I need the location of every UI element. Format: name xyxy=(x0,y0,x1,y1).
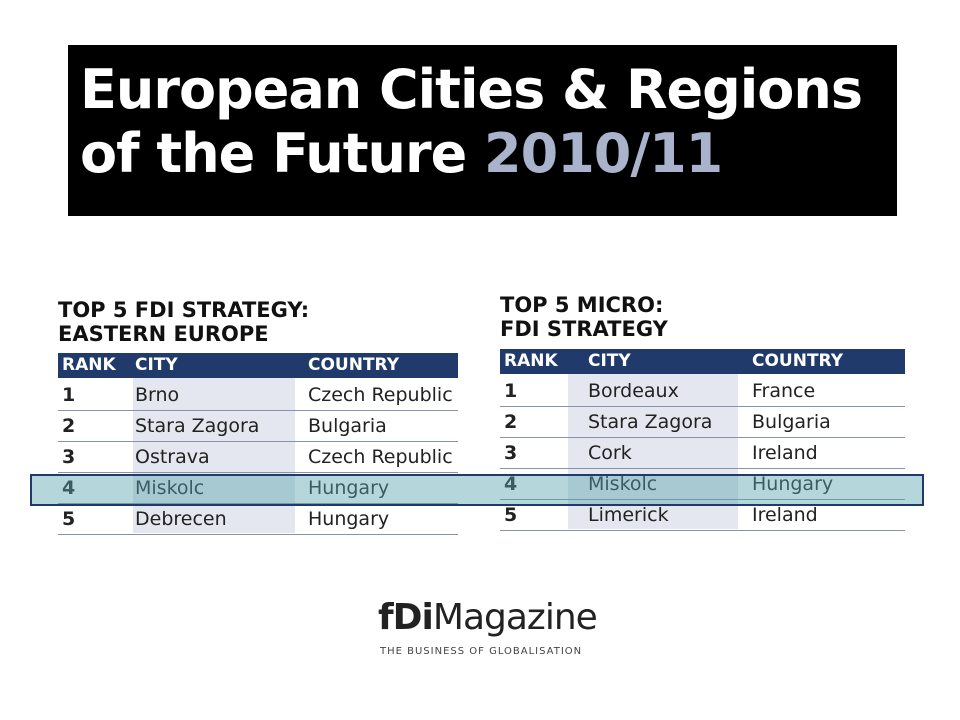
title-banner: European Cities & Regions of the Future … xyxy=(68,45,897,216)
column-header: COUNTRY xyxy=(308,355,400,375)
city: Miskolc xyxy=(135,477,205,499)
rank: 3 xyxy=(504,442,518,464)
city: Stara Zagora xyxy=(588,411,713,433)
rank: 1 xyxy=(504,380,518,402)
city: Bordeaux xyxy=(588,380,679,402)
rank: 5 xyxy=(504,504,518,526)
table-title: FDI STRATEGY xyxy=(500,317,668,341)
title-year: 2010/11 xyxy=(484,122,723,185)
row-separator xyxy=(58,534,458,535)
country: Hungary xyxy=(308,477,390,499)
city: Miskolc xyxy=(588,473,658,495)
column-header: RANK xyxy=(62,355,116,375)
title-line: European Cities & Regions xyxy=(80,58,863,121)
rank: 3 xyxy=(62,446,76,468)
column-header: CITY xyxy=(588,351,631,371)
rank: 2 xyxy=(504,411,518,433)
country: Czech Republic xyxy=(308,384,453,406)
country: Ireland xyxy=(752,442,818,464)
country: Hungary xyxy=(308,508,390,530)
country: Czech Republic xyxy=(308,446,453,468)
country: France xyxy=(752,380,816,402)
city: Debrecen xyxy=(135,508,227,530)
table-title: TOP 5 MICRO: xyxy=(500,293,664,317)
title-text: of the Future xyxy=(80,122,467,185)
row-separator xyxy=(500,406,905,407)
row-separator xyxy=(58,410,458,411)
rank: 2 xyxy=(62,415,76,437)
country: Bulgaria xyxy=(308,415,387,437)
rank: 4 xyxy=(504,473,518,495)
city-column-shade xyxy=(568,374,738,529)
rank: 1 xyxy=(62,384,76,406)
table-header xyxy=(58,353,458,378)
title-line: of the Future 2010/11 xyxy=(80,122,723,185)
column-header: CITY xyxy=(135,355,178,375)
row-separator xyxy=(500,530,905,531)
logo: fDiMagazine THE BUSINESS OF GLOBALISATIO… xyxy=(370,596,598,664)
country: Ireland xyxy=(752,504,818,526)
logo-name: Magazine xyxy=(432,597,598,638)
table-title: TOP 5 FDI STRATEGY: xyxy=(58,298,310,322)
row-separator xyxy=(500,468,905,469)
city: Cork xyxy=(588,442,632,464)
city: Stara Zagora xyxy=(135,415,260,437)
table-title: EASTERN EUROPE xyxy=(58,322,269,346)
rank: 4 xyxy=(62,477,76,499)
table-header xyxy=(500,349,905,374)
row-separator xyxy=(500,499,905,500)
logo-prefix: fDi xyxy=(378,597,434,638)
row-separator xyxy=(58,472,458,473)
city-column-shade xyxy=(133,378,295,533)
column-header: COUNTRY xyxy=(752,351,844,371)
logo-tagline: THE BUSINESS OF GLOBALISATION xyxy=(380,646,583,657)
city: Ostrava xyxy=(135,446,210,468)
row-separator xyxy=(58,503,458,504)
logo-brand: fDiMagazine xyxy=(378,596,598,640)
country: Hungary xyxy=(752,473,834,495)
column-header: RANK xyxy=(504,351,558,371)
row-separator xyxy=(58,441,458,442)
city: Brno xyxy=(135,384,180,406)
rank: 5 xyxy=(62,508,76,530)
highlight-row xyxy=(30,474,924,506)
row-separator xyxy=(500,437,905,438)
city: Limerick xyxy=(588,504,669,526)
country: Bulgaria xyxy=(752,411,831,433)
